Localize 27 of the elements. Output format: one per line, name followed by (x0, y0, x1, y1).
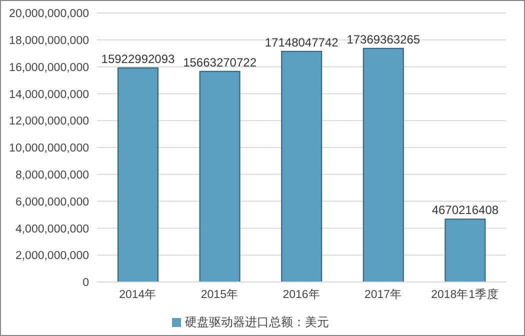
y-tick-label: 2,000,000,000 (15, 250, 89, 262)
y-tick-label: 8,000,000,000 (15, 169, 89, 182)
y-tick-label: 0 (82, 277, 89, 290)
data-label: 15663270722 (183, 55, 257, 70)
y-tick-label: 6,000,000,000 (15, 196, 89, 208)
y-tick-label: 14,000,000,000 (9, 88, 89, 101)
data-label: 4670216408 (432, 203, 499, 218)
bar (362, 48, 404, 282)
legend-label: 硬盘驱动器进口总额：美元 (185, 315, 329, 329)
x-tick-label: 2016年 (282, 288, 320, 302)
x-tick-label: 2014年 (119, 288, 157, 302)
y-tick-label: 16,000,000,000 (9, 62, 89, 74)
x-tick-label: 2017年 (364, 288, 402, 302)
x-tick-label: 2015年 (200, 288, 238, 302)
y-tick-label: 18,000,000,000 (9, 34, 89, 47)
y-tick-label: 20,000,000,000 (9, 8, 89, 20)
data-label: 17369363265 (346, 32, 420, 46)
data-label: 17148047742 (264, 35, 339, 50)
bar (444, 218, 486, 282)
y-tick-label: 12,000,000,000 (9, 116, 89, 128)
y-tick-label: 4,000,000,000 (15, 223, 89, 236)
data-label: 15922992093 (101, 52, 176, 66)
bar (199, 70, 240, 282)
x-tick-label: 2018年1季度 (431, 287, 500, 302)
bar (118, 67, 158, 282)
bar (281, 50, 322, 282)
y-tick-label: 10,000,000,000 (9, 142, 89, 155)
